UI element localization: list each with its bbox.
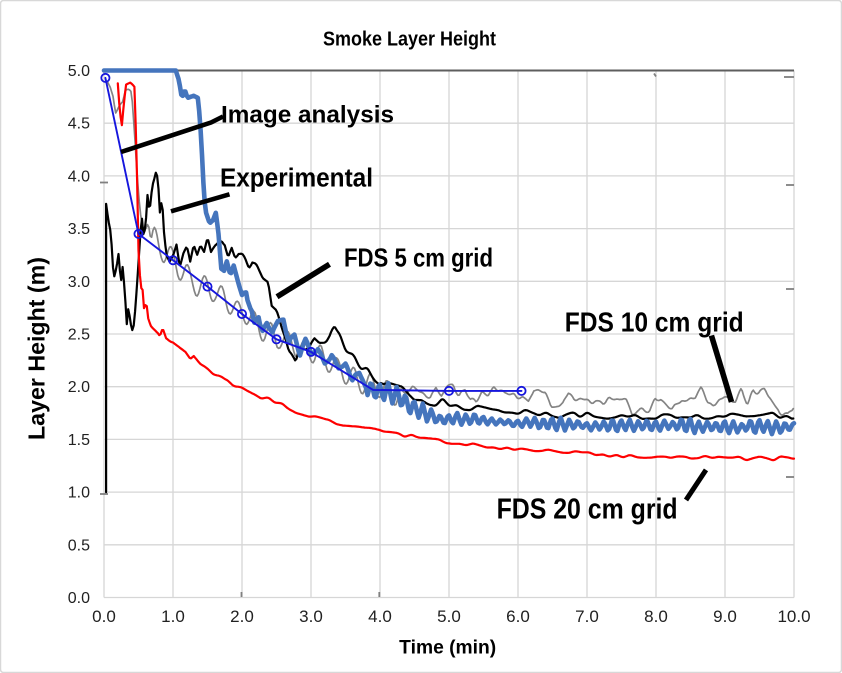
svg-text:9.0: 9.0 — [713, 607, 737, 626]
svg-text:Image analysis: Image analysis — [221, 102, 394, 129]
svg-text:4.0: 4.0 — [368, 607, 392, 626]
svg-text:5.0: 5.0 — [437, 607, 461, 626]
svg-text:1.5: 1.5 — [68, 432, 90, 449]
svg-text:1.0: 1.0 — [161, 607, 185, 626]
svg-text:2.0: 2.0 — [68, 379, 90, 396]
svg-text:0.0: 0.0 — [92, 607, 116, 626]
svg-text:3.0: 3.0 — [299, 607, 323, 626]
svg-text:Layer Height (m): Layer Height (m) — [24, 257, 50, 440]
svg-text:3.0: 3.0 — [68, 274, 90, 291]
svg-text:2.5: 2.5 — [68, 327, 90, 344]
svg-text:2.0: 2.0 — [230, 607, 254, 626]
svg-text:7.0: 7.0 — [575, 607, 599, 626]
svg-text:FDS 5 cm grid: FDS 5 cm grid — [344, 243, 493, 273]
svg-text:8.0: 8.0 — [644, 607, 668, 626]
svg-text:4.0: 4.0 — [68, 168, 90, 185]
svg-text:0.0: 0.0 — [68, 590, 90, 607]
svg-text:4.5: 4.5 — [68, 116, 90, 133]
svg-text:Smoke Layer Height: Smoke Layer Height — [323, 29, 496, 51]
svg-text:Time (min): Time (min) — [399, 638, 496, 659]
svg-text:10.0: 10.0 — [777, 607, 810, 626]
svg-text:0.5: 0.5 — [68, 537, 90, 554]
svg-text:FDS 20 cm grid: FDS 20 cm grid — [497, 494, 678, 526]
svg-text:1.0: 1.0 — [68, 485, 90, 502]
svg-text:6.0: 6.0 — [506, 607, 530, 626]
svg-text:3.5: 3.5 — [68, 221, 90, 238]
svg-text:5.0: 5.0 — [68, 63, 90, 80]
svg-text:Experimental: Experimental — [220, 165, 373, 193]
svg-text:FDS 10 cm grid: FDS 10 cm grid — [565, 307, 744, 338]
